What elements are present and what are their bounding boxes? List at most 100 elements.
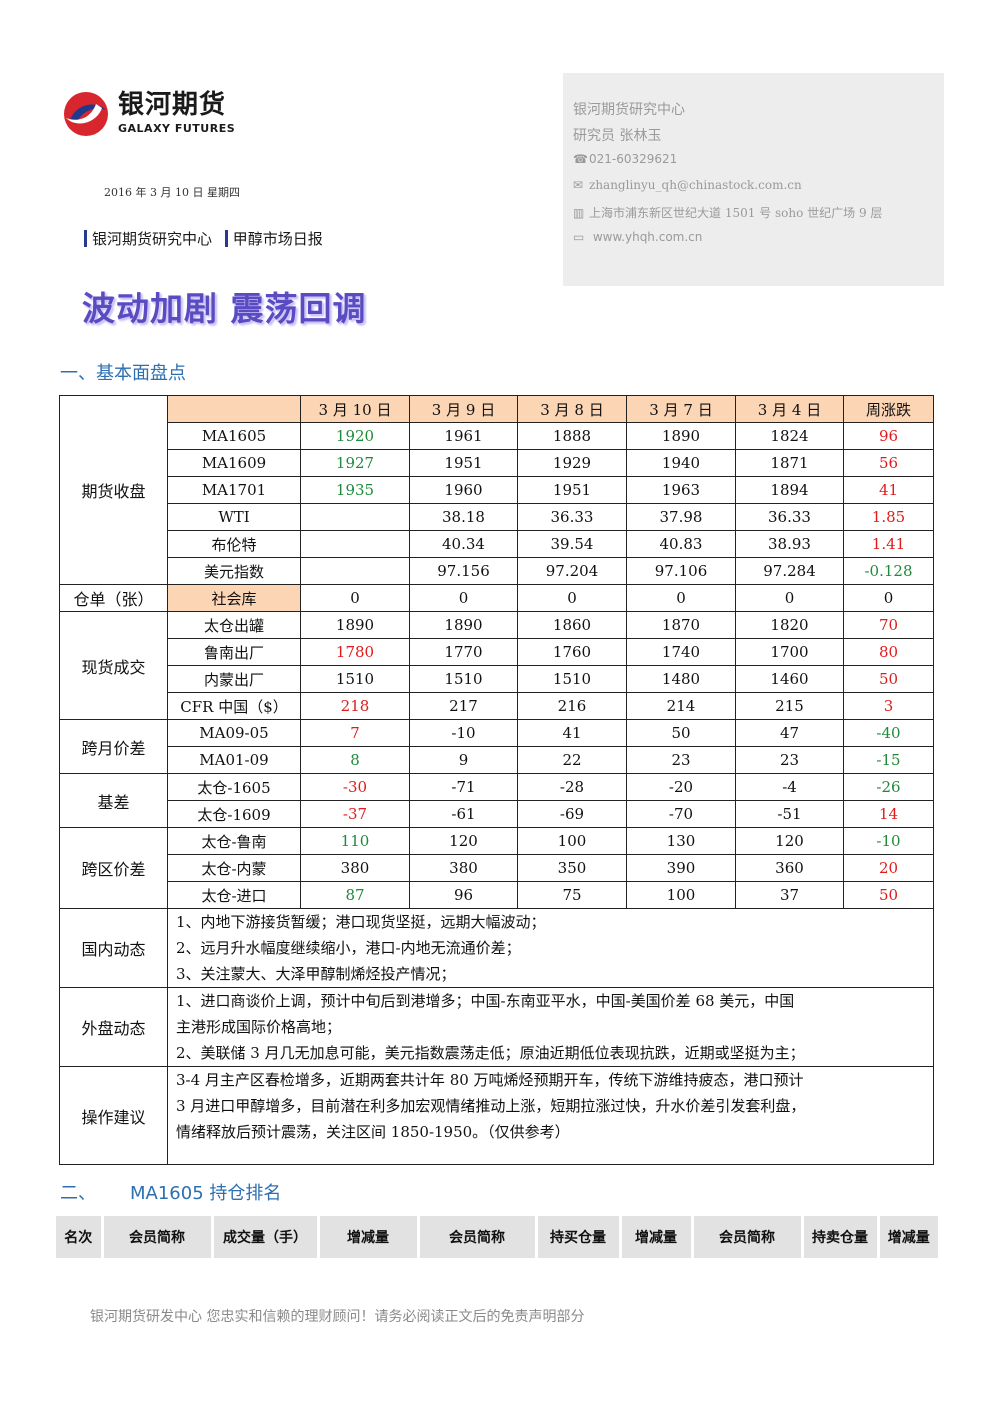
table-cell: 1760 [517,638,627,666]
table-cell: 0 [300,584,410,612]
column-header: 周涨跌 [843,395,934,423]
table-cell: 130 [626,827,736,855]
galaxy-logo-icon [64,92,108,136]
row-label: 太仓-1609 [167,800,301,828]
table-cell: 39.54 [517,530,627,558]
basis-category-cell: 基差 [59,773,168,828]
table-cell: -51 [735,800,844,828]
row-label: MA1701 [167,476,301,504]
table-row: 国内动态 1、内地下游接货暂缓；港口现货坚挺，远期大幅波动； 2、远月升水幅度继续缩… [59,908,934,988]
table-cell: 100 [626,881,736,909]
overseas-text-cell: 1、进口商谈价上调，预计中旬后到港增多；中国-东南亚平水，中国-美国价差 68 … [167,987,934,1067]
advice-text-cell: 3-4 月主产区春检增多，近期两套共计年 80 万吨烯烃预期开车，传统下游维持疲… [167,1066,934,1165]
table-cell: 80 [843,638,934,666]
row-label: WTI [167,503,301,531]
table-cell: 36.33 [735,503,844,531]
row-label: 太仓-内蒙 [167,854,301,882]
domestic-line: 3、关注蒙大、大泽甲醇制烯烃投产情况； [176,965,456,983]
table-cell: 1820 [735,611,844,639]
table-cell: 97.156 [409,557,518,585]
table-cell [300,503,410,531]
table-cell: 23 [735,746,844,774]
table-cell: 97.204 [517,557,627,585]
table-cell: 1894 [735,476,844,504]
table-cell: 40.34 [409,530,518,558]
domestic-text-cell: 1、内地下游接货暂缓；港口现货坚挺，远期大幅波动； 2、远月升水幅度继续缩小，港口… [167,908,934,988]
table-row: 太仓-1609 -37 -61 -69 -70 -51 14 [60,800,934,828]
domestic-line: 2、远月升水幅度继续缩小，港口-内地无流通价差； [176,939,521,957]
table-cell: 37.98 [626,503,736,531]
table-cell: 390 [626,854,736,882]
table-cell [300,530,410,558]
ranking-column-header: 会员简称 [690,1216,802,1258]
overseas-category-cell: 外盘动态 [59,987,168,1067]
table-row: 太仓-进口 87 96 75 100 37 50 [60,881,934,909]
table-cell: -4 [735,773,844,801]
computer-icon: ▭ [573,230,585,244]
breadcrumb-bar [84,230,87,247]
table-row: 内蒙出厂 1510 1510 1510 1480 1460 50 [60,665,934,693]
table-cell: -30 [300,773,410,801]
table-cell: 215 [735,692,844,720]
table-cell: 1890 [626,422,736,450]
table-cell: -71 [409,773,518,801]
ranking-header-row: 名次 会员简称 成交量（手） 增减量 会员简称 持买仓量 增减量 会员简称 持卖仓量 增减量 [56,1216,938,1258]
domestic-category-cell: 国内动态 [59,908,168,988]
table-cell: 1770 [409,638,518,666]
breadcrumb: 银河期货研究中心 甲醇市场日报 [84,228,323,249]
advice-line: 情绪释放后预计震荡，关注区间 1850-1950。（仅供参考） [176,1123,570,1141]
table-cell: 1510 [300,665,410,693]
table-cell: 70 [843,611,934,639]
table-cell: 1870 [626,611,736,639]
overseas-line: 1、进口商谈价上调，预计中旬后到港增多；中国-东南亚平水，中国-美国价差 68 … [176,992,795,1010]
table-cell: 0 [735,584,844,612]
table-cell: -70 [626,800,736,828]
table-row: 操作建议 3-4 月主产区春检增多，近期两套共计年 80 万吨烯烃预期开车，传统下… [59,1066,934,1165]
table-cell: 50 [626,719,736,747]
table-cell: 1460 [735,665,844,693]
table-cell: 9 [409,746,518,774]
regional-category-cell: 跨区价差 [59,827,168,909]
table-cell: 97.284 [735,557,844,585]
row-label: 太仓-鲁南 [167,827,301,855]
row-label: MA1609 [167,449,301,477]
contact-phone-row: ☎021-60329621 [573,152,677,166]
table-cell: 1927 [300,449,410,477]
table-cell: 75 [517,881,627,909]
ranking-column-header: 增减量 [316,1216,418,1258]
table-cell: 38.93 [735,530,844,558]
table-cell: 1780 [300,638,410,666]
domestic-line: 1、内地下游接货暂缓；港口现货坚挺，远期大幅波动； [176,913,546,931]
table-cell: 110 [300,827,410,855]
table-row: 太仓-内蒙 380 380 350 390 360 20 [60,854,934,882]
table-cell: 217 [409,692,518,720]
table-cell: -69 [517,800,627,828]
table-row: MA1605 1920 1961 1888 1890 1824 96 [60,422,934,450]
table-cell: 22 [517,746,627,774]
position-ranking-table: 名次 会员简称 成交量（手） 增减量 会员简称 持买仓量 增减量 会员简称 持卖仓量 增减量 [56,1216,938,1258]
table-row: WTI 38.18 36.33 37.98 36.33 1.85 [60,503,934,531]
table-cell: 1961 [409,422,518,450]
table-row: 布伦特 40.34 39.54 40.83 38.93 1.41 [60,530,934,558]
logo-chinese-name: 银河期货 [118,90,227,120]
table-row: 现货成交 太仓出罐 1890 1890 1860 1870 1820 70 [59,611,934,720]
table-cell: 1951 [409,449,518,477]
table-row: CFR 中国（$） 218 217 216 214 215 3 [60,692,934,720]
table-cell: 7 [300,719,410,747]
table-cell: 214 [626,692,736,720]
table-cell: 8 [300,746,410,774]
table-row: MA1701 1935 1960 1951 1963 1894 41 [60,476,934,504]
contact-website[interactable]: www.yhqh.com.cn [592,230,703,244]
advice-line: 3-4 月主产区春检增多，近期两套共计年 80 万吨烯烃预期开车，传统下游维持疲… [176,1071,804,1089]
table-cell: 360 [735,854,844,882]
row-label: 太仓-进口 [167,881,301,909]
table-cell: 1963 [626,476,736,504]
table-cell: 50 [843,665,934,693]
ranking-column-header: 持买仓量 [534,1216,620,1258]
ranking-column-header: 成交量（手） [210,1216,318,1258]
table-cell: 120 [735,827,844,855]
footer-disclaimer: 银河期货研发中心 您忠实和信赖的理财顾问！请务必阅读正文后的免责声明部分 [90,1309,585,1325]
table-cell: 96 [843,422,934,450]
row-label: CFR 中国（$） [167,692,301,720]
ranking-column-header: 会员简称 [416,1216,536,1258]
